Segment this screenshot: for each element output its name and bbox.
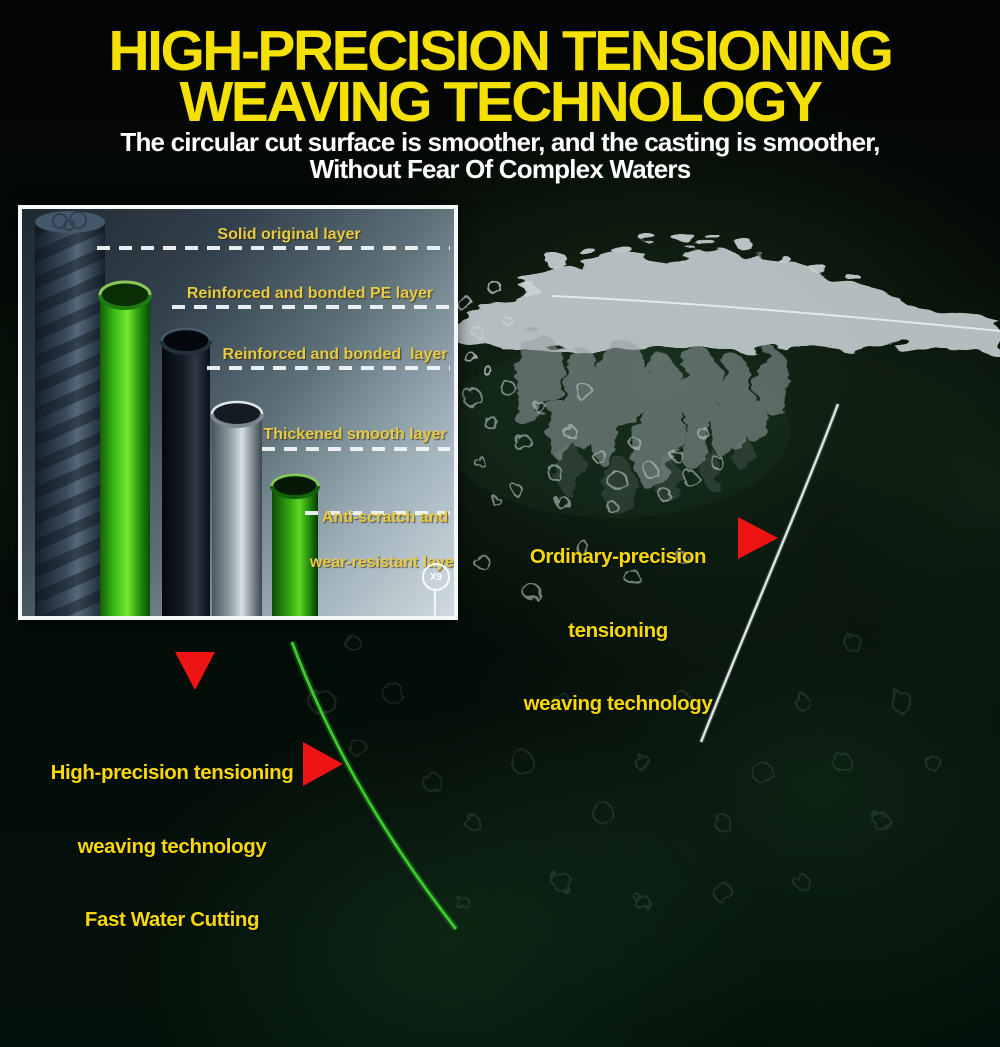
page-subtitle: The circular cut surface is smoother, an… [0,129,1000,183]
green-shell-column [98,280,152,616]
title-line-1: HIGH-PRECISION TENSIONING [108,19,894,83]
x9-badge-tail [434,590,436,616]
outer-green-shell-column [270,473,320,616]
high-annotation-line-2: weaving technology [77,834,267,858]
ordinary-annotation-line-2: tensioning [568,618,668,642]
subtitle-line-2: Without Fear Of Complex Waters [309,154,692,184]
high-precision-fishing-line [288,640,459,932]
page-title: HIGH-PRECISION TENSIONING WEAVING TECHNO… [0,19,1000,134]
surface-fishing-line [551,295,1000,332]
layer-label-thickened-smooth: Thickened smooth layer [263,426,447,443]
water-splash [455,234,1000,518]
high-annotation-line-3: Fast Water Cutting [84,908,260,931]
layer-label-solid-original: Solid original layer [217,226,361,243]
layer-label-anti-scratch-line-1: Anti-scratch and [321,509,449,526]
dark-shell-column [160,327,212,616]
layer-label-bonded: Reinforced and bonded layer [222,346,448,363]
layers-illustration [35,211,450,616]
layer-label-bonded-pe: Reinforced and bonded PE layer [186,285,434,302]
droplets [455,278,510,373]
subtitle-line-1: The circular cut surface is smoother, an… [120,127,880,157]
bubble-field [460,377,722,599]
silver-shell-column [210,400,264,616]
x9-badge: X9 [422,563,450,591]
red-arrow-right-high [303,742,343,786]
red-arrow-down-high [175,652,215,690]
title-line-2: WEAVING TECHNOLOGY [179,70,823,134]
ordinary-fishing-line [698,403,841,743]
high-precision-annotation: High-precision tensioning weaving techno… [51,712,294,982]
red-arrow-right-ordinary [738,517,778,559]
leader-lines [97,246,450,515]
ordinary-annotation-line-1: Ordinary-precision [529,545,707,568]
ordinary-precision-annotation: Ordinary-precision tensioning weaving te… [524,496,713,766]
line-layers-inset: Solid original layer Reinforced and bond… [18,205,458,620]
ordinary-annotation-line-3: weaving technology [523,692,713,715]
high-annotation-line-1: High-precision tensioning [50,761,294,784]
rope-column [35,211,105,616]
